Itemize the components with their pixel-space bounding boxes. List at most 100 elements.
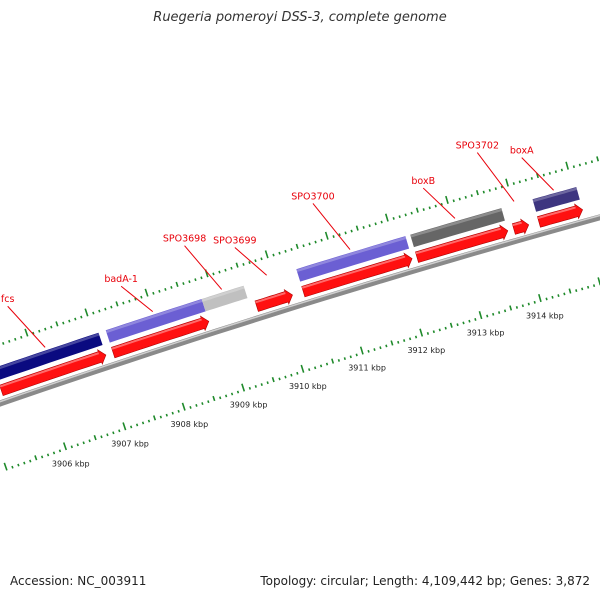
- outer-tick: [175, 281, 179, 287]
- ruler-tick: [201, 402, 204, 405]
- ruler-tick: [76, 443, 79, 447]
- outer-tick: [62, 321, 65, 325]
- leader-SPO3698: [184, 245, 223, 290]
- outer-tick: [404, 213, 407, 217]
- ruler-tick: [533, 300, 536, 304]
- feature-track: [0, 187, 580, 380]
- outer-tick: [464, 195, 467, 199]
- ruler-tick: [118, 429, 121, 433]
- outer-tick: [84, 308, 89, 317]
- outer-tick: [320, 238, 323, 242]
- ruler-tick: [551, 295, 554, 299]
- gene-bar-SPO3700: [296, 236, 410, 282]
- outer-tick: [542, 173, 545, 177]
- ruler-tick: [58, 449, 62, 453]
- ruler-tick: [236, 390, 240, 394]
- scale-label-3909: 3909 kbp: [230, 401, 268, 410]
- outer-tick: [50, 325, 53, 329]
- outer-tick: [518, 180, 521, 184]
- outer-tick: [488, 188, 491, 192]
- ruler-tick: [207, 400, 210, 404]
- cds-track: [0, 203, 583, 396]
- outer-tick: [8, 339, 11, 343]
- outer-tick: [548, 171, 551, 175]
- ruler-tick: [587, 285, 590, 289]
- ruler-tick: [538, 293, 542, 303]
- ruler-tick: [379, 346, 382, 350]
- scale-label-3911: 3911 kbp: [348, 364, 386, 373]
- ruler-tick: [503, 309, 507, 313]
- ruler-tick: [46, 453, 50, 457]
- outer-tick: [578, 163, 581, 167]
- outer-tick: [38, 329, 41, 333]
- ruler-tick: [462, 321, 465, 325]
- outer-tick: [200, 276, 203, 280]
- outer-tick: [584, 161, 588, 165]
- ruler-tick: [337, 359, 341, 362]
- outer-tick: [565, 161, 569, 170]
- scale-label-3906: 3906 kbp: [52, 459, 90, 468]
- gene-bar-fcs: [0, 332, 103, 380]
- gene-label-boxA: boxA: [510, 146, 534, 157]
- outer-tick: [398, 215, 401, 219]
- ruler-tick: [545, 297, 548, 301]
- gene-label-SPO3702: SPO3702: [456, 141, 499, 152]
- ruler-tick: [284, 375, 287, 379]
- outer-tick: [290, 248, 293, 251]
- ruler-tick: [29, 459, 32, 463]
- outer-tick: [338, 233, 341, 237]
- ruler-tick: [367, 349, 370, 353]
- cds-highlight-SPO3700: [301, 255, 406, 289]
- outer-tick: [20, 335, 23, 339]
- ruler-tick: [241, 383, 246, 392]
- ruler-tick: [230, 392, 234, 396]
- gene-label-SPO3700: SPO3700: [291, 191, 334, 202]
- ruler-tick: [568, 288, 572, 294]
- ruler-tick: [219, 396, 222, 400]
- cds-arrow-badA-1: [111, 315, 210, 359]
- ruler-tick: [581, 287, 584, 291]
- outer-tick: [530, 177, 533, 180]
- ruler-tick: [397, 340, 400, 344]
- gene-label-boxB: boxB: [411, 176, 435, 187]
- cds-arrow-SPO3702: [511, 218, 530, 235]
- outer-tick: [74, 317, 77, 321]
- outer-tick: [445, 195, 449, 204]
- leader-boxA: [521, 157, 554, 191]
- outer-tick: [572, 165, 575, 169]
- outer-tick: [272, 253, 275, 257]
- outer-tick: [434, 204, 437, 208]
- outer-tick: [380, 220, 383, 224]
- outer-tick: [368, 224, 371, 228]
- ruler-tick: [497, 311, 501, 314]
- leader-boxB: [422, 187, 456, 219]
- outer-tick: [14, 337, 17, 341]
- outer-tick: [158, 289, 161, 293]
- ruler-tick: [93, 435, 97, 441]
- cds-highlight-boxA: [537, 206, 576, 219]
- backbone-line: [0, 214, 600, 407]
- gene-bar-highlight-SPO3700: [296, 236, 407, 272]
- ruler-tick: [171, 411, 174, 415]
- outer-tick: [115, 301, 119, 307]
- outer-tick: [235, 262, 239, 268]
- ruler-tick: [521, 304, 524, 308]
- ruler-tick: [343, 357, 346, 361]
- outer-tick: [260, 257, 263, 261]
- outer-tick: [428, 206, 431, 210]
- outer-tick: [470, 194, 473, 197]
- outer-tick: [362, 226, 365, 229]
- cds-highlight-boxB: [415, 227, 501, 255]
- outer-tick: [212, 272, 215, 276]
- ruler-tick: [112, 431, 115, 435]
- outer-tick: [308, 242, 311, 246]
- outer-tick: [590, 160, 594, 164]
- ruler-tick: [100, 435, 103, 439]
- cds-arrow-SPO3699: [254, 288, 293, 312]
- gene-label-fcs: fcs: [1, 294, 15, 305]
- cds-arrow-fcs: [0, 349, 107, 396]
- ruler-tick: [224, 394, 228, 398]
- ruler-tick: [62, 442, 68, 451]
- ruler-tick: [17, 463, 20, 467]
- ruler-tick: [296, 371, 299, 375]
